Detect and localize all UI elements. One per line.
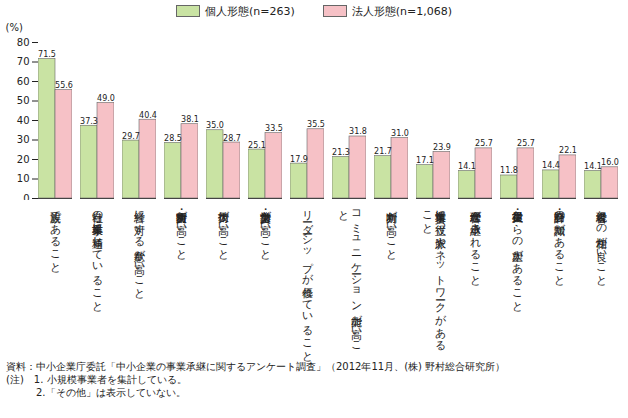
svg-text:16.0: 16.0 — [601, 158, 619, 167]
html-text:自社の事業・業界に精通していること: 自社の事業・業界に精通していること — [91, 203, 105, 307]
svg-text:23.9: 23.9 — [433, 143, 451, 152]
svg-text:25.1: 25.1 — [248, 141, 266, 150]
svg-text:38.1: 38.1 — [181, 115, 199, 124]
svg-text:70: 70 — [17, 56, 30, 67]
html-text:コミュニケーション能力が高いこと: コミュニケーション能力が高いこと — [337, 203, 363, 346]
html-text:2.「その他」は表示していない。: 2.「その他」は表示していない。 — [6, 387, 186, 398]
svg-text:33.5: 33.5 — [265, 124, 283, 133]
html-text:事業運営に役立つ人脈やネットワークがあること: 事業運営に役立つ人脈やネットワークがあること — [421, 203, 447, 346]
html-text:判断力が高いこと: 判断力が高いこと — [385, 203, 399, 255]
svg-text:29.7: 29.7 — [122, 132, 140, 141]
html-text:財務・会計の知識があること: 財務・会計の知識があること — [553, 203, 567, 281]
html-text:現経営者との相性が良いこと: 現経営者との相性が良いこと — [595, 203, 609, 281]
svg-text:10: 10 — [17, 173, 30, 184]
svg-text:21.7: 21.7 — [374, 147, 392, 156]
html-text:親族であること: 親族であること — [49, 203, 63, 268]
svg-text:71.5: 71.5 — [38, 50, 56, 59]
svg-text:30: 30 — [17, 134, 30, 145]
svg-text:11.8: 11.8 — [500, 166, 518, 175]
svg-text:28.7: 28.7 — [223, 134, 241, 143]
svg-text:35.5: 35.5 — [307, 120, 325, 129]
svg-text:14.4: 14.4 — [542, 161, 560, 170]
html-text:リーダーシップが優れていること: リーダーシップが優れていること — [301, 203, 315, 357]
svg-text:22.1: 22.1 — [559, 146, 577, 155]
html-text:個人形態(n=263): 個人形態(n=263) — [205, 4, 295, 18]
html-text:法人形態(n=1,068): 法人形態(n=1,068) — [351, 4, 452, 18]
html-text:経営に対する意欲が高いこと: 経営に対する意欲が高いこと — [133, 203, 147, 294]
svg-text:40.4: 40.4 — [139, 111, 157, 120]
svg-text:17.1: 17.1 — [416, 156, 434, 165]
svg-text:31.8: 31.8 — [349, 127, 367, 136]
html-text:資料：中小企業庁委託「中小企業の事業承継に関するアンケート調: 資料：中小企業庁委託「中小企業の事業承継に関するアンケート調査」（2012年11… — [6, 361, 506, 372]
svg-text:37.3: 37.3 — [80, 117, 98, 126]
svg-text:60: 60 — [17, 76, 30, 87]
svg-text:28.5: 28.5 — [164, 134, 182, 143]
svg-text:40: 40 — [17, 115, 30, 126]
html-text:営業力・交渉力が高いこと: 営業力・交渉力が高いこと — [259, 203, 273, 255]
svg-text:21.3: 21.3 — [332, 148, 350, 157]
svg-text:0: 0 — [23, 193, 29, 200]
svg-text:(%): (%) — [6, 22, 23, 33]
svg-text:20: 20 — [17, 154, 30, 165]
svg-text:55.6: 55.6 — [55, 81, 73, 90]
html-text:技術力が高いこと: 技術力が高いこと — [217, 203, 231, 255]
svg-text:31.0: 31.0 — [391, 129, 409, 138]
html-text:決断力・実行力が高いこと: 決断力・実行力が高いこと — [175, 203, 189, 255]
svg-text:14.1: 14.1 — [584, 162, 602, 171]
svg-text:25.7: 25.7 — [475, 139, 493, 148]
svg-text:49.0: 49.0 — [97, 94, 115, 103]
html-text:経営理念が承継されること: 経営理念が承継されること — [469, 203, 483, 281]
svg-text:35.0: 35.0 — [206, 121, 224, 130]
svg-text:25.7: 25.7 — [517, 139, 535, 148]
svg-text:14.1: 14.1 — [458, 162, 476, 171]
svg-text:80: 80 — [17, 37, 30, 48]
html-text:役員・従業員からの人望があること: 役員・従業員からの人望があること — [511, 203, 525, 307]
svg-text:17.9: 17.9 — [290, 155, 308, 164]
html-text:(注) 1. 小規模事業者を集計している。: (注) 1. 小規模事業者を集計している。 — [6, 374, 187, 385]
svg-text:50: 50 — [17, 95, 30, 106]
